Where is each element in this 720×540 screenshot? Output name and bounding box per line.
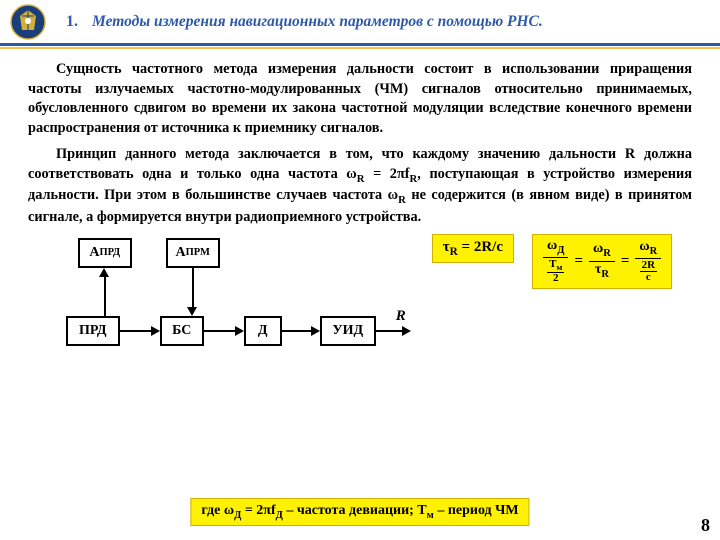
header-bar: 1. Методы измерения навигационных параме…	[0, 0, 720, 46]
f1n-omega: ω	[547, 238, 557, 253]
subfrac-2rc: 2R c	[640, 260, 657, 283]
node-aprm: АПРМ	[166, 238, 220, 268]
arrow-v2	[192, 268, 194, 307]
sf-Tm: м	[556, 262, 562, 272]
node-aprd: АПРД	[78, 238, 132, 268]
arrow-h3	[282, 330, 311, 332]
p2-sub-r3: R	[398, 194, 406, 206]
arrow-v1	[104, 277, 106, 316]
diagram-row: АПРД АПРМ ПРД БС Д УИД	[28, 234, 692, 364]
subfrac-tm2: Tм 2	[547, 259, 564, 284]
node-bs: БС	[160, 316, 204, 346]
node-aprd-sub: ПРД	[99, 247, 120, 258]
arrow-h2	[204, 330, 235, 332]
eq2: =	[621, 253, 630, 270]
ft-c: – частота девиации; T	[283, 503, 427, 518]
arrow-h2-head	[235, 326, 244, 336]
eq1: =	[574, 253, 583, 270]
node-aprm-main: А	[176, 245, 186, 261]
tau-rhs: = 2R/c	[458, 239, 503, 255]
block-diagram: АПРД АПРМ ПРД БС Д УИД	[48, 234, 418, 364]
node-uid: УИД	[320, 316, 376, 346]
arrow-h4	[376, 330, 402, 332]
arrow-v1-head	[99, 268, 109, 277]
f2n-omega: ω	[593, 241, 603, 256]
node-aprm-sub: ПРМ	[186, 247, 210, 258]
formula-column: τR = 2R/c ωД Tм 2	[432, 234, 673, 289]
frac1: ωД Tм 2	[543, 239, 568, 284]
p2-part-b: = 2πf	[365, 166, 410, 182]
ft-b: = 2πf	[241, 503, 275, 518]
p2-sub-r1: R	[357, 172, 365, 184]
section-title: Методы измерения навигационных параметро…	[92, 13, 543, 31]
tau-sub: R	[450, 246, 458, 258]
ft-a: где ω	[201, 503, 234, 518]
arrow-v2-head	[187, 307, 197, 316]
paragraph-1: Сущность частотного метода измерения дал…	[28, 60, 692, 139]
ft-d: – период ЧМ	[434, 503, 519, 518]
arrow-h1	[120, 330, 151, 332]
paragraph-2: Принцип данного метода заключается в том…	[28, 145, 692, 228]
node-aprd-main: А	[89, 245, 99, 261]
frac3: ωR 2R c	[635, 240, 661, 283]
formula-tau: τR = 2R/c	[432, 234, 514, 263]
arrow-h1-head	[151, 326, 160, 336]
node-prd: ПРД	[66, 316, 120, 346]
arrow-h4-head	[402, 326, 411, 336]
f1n-sub: Д	[557, 244, 564, 255]
section-number: 1.	[66, 13, 78, 31]
output-r: R	[396, 308, 406, 325]
f2n-sub: R	[603, 248, 611, 259]
formula-omega: ωД Tм 2 = ωR τR	[532, 234, 672, 289]
arrow-h3-head	[311, 326, 320, 336]
tau-sym: τ	[443, 239, 450, 255]
ft-sub1: Д	[234, 510, 241, 521]
content-area: Сущность частотного метода измерения дал…	[0, 46, 720, 370]
f2d-sub: R	[601, 269, 609, 280]
node-d: Д	[244, 316, 282, 346]
f3n-omega: ω	[639, 239, 649, 254]
f3n-sub: R	[650, 245, 658, 256]
emblem-icon	[10, 4, 46, 40]
frac2: ωR τR	[589, 242, 615, 280]
sf-2: 2	[551, 273, 561, 284]
page-number: 8	[701, 515, 710, 536]
footer-formula: где ωД = 2πfД – частота девиации; Tм – п…	[190, 498, 529, 526]
